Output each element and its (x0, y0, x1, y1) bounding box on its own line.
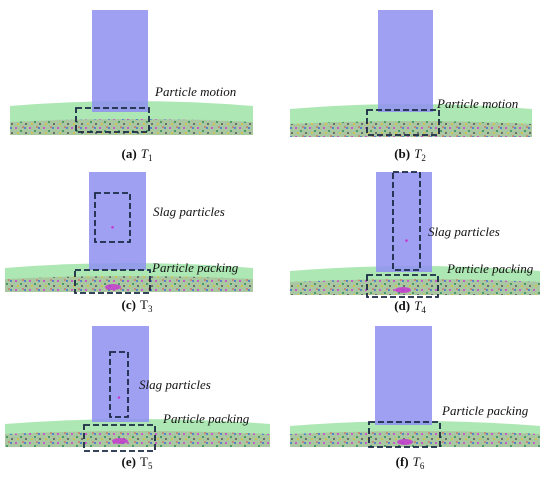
caption: (f) T6 (396, 454, 425, 471)
particle-layer (290, 431, 540, 447)
time-label: T (141, 146, 149, 161)
dashed-box (392, 171, 421, 271)
panel-label: (c) (122, 297, 136, 312)
panel: Particle motion (b) T2 (290, 10, 532, 163)
dashed-box (94, 192, 131, 243)
packed-particles (105, 284, 121, 290)
time-label: T (413, 454, 421, 469)
slag-particle (117, 396, 121, 399)
nozzle (376, 172, 432, 272)
panel: Slag particles Particle packing (d) T4 (290, 171, 540, 315)
time-label: T (140, 454, 148, 469)
particle-layer (5, 431, 270, 447)
nozzle (92, 10, 148, 112)
nozzle (378, 10, 433, 112)
panel: Particle motion (a) T1 (10, 10, 253, 163)
nozzle (375, 326, 432, 425)
time-subscript: 1 (148, 153, 153, 163)
dashed-box (83, 424, 156, 452)
packed-particles (395, 287, 411, 293)
nozzle (92, 326, 149, 422)
caption: (a) T1 (122, 146, 153, 163)
caption: (c) T3 (122, 297, 153, 314)
annotation: Slag particles (428, 224, 500, 239)
dashed-box (75, 107, 150, 133)
dashed-box (366, 109, 440, 136)
annotation: Particle motion (154, 84, 236, 99)
time-label: T (140, 297, 148, 312)
panel-label: (a) (122, 146, 137, 161)
panel-label: (b) (394, 146, 410, 161)
particle-layer (5, 276, 253, 292)
annotation: Particle packing (151, 260, 239, 275)
slag-particle (111, 226, 114, 229)
particle-layer (10, 119, 253, 135)
panel: Particle packing (f) T6 (290, 326, 540, 471)
panel-label: (e) (122, 454, 136, 469)
caption: (b) T2 (394, 146, 426, 163)
panel-label: (f) (396, 454, 409, 469)
slag-particle (405, 239, 408, 242)
time-label: T (414, 298, 422, 313)
time-subscript: 3 (148, 304, 153, 314)
annotation: Particle packing (446, 261, 534, 276)
particle-layer (290, 121, 532, 137)
packed-particles (397, 439, 413, 445)
caption: (e) T5 (122, 454, 153, 471)
panel: Slag particles Particle packing (c) T3 (5, 172, 253, 314)
dashed-box (74, 269, 151, 294)
caption: (d) T4 (394, 298, 426, 315)
time-label: T (414, 146, 422, 161)
dashed-box (109, 351, 129, 418)
time-subscript: 6 (420, 461, 425, 471)
particle-layer (290, 279, 540, 295)
time-subscript: 5 (148, 461, 153, 471)
panel: Slag particles Particle packing (e) T5 (5, 326, 270, 471)
annotation: Particle motion (436, 96, 518, 111)
annotation: Particle packing (441, 403, 529, 418)
dashed-box (366, 274, 439, 298)
time-subscript: 4 (421, 305, 426, 315)
packed-particles (112, 438, 128, 444)
time-subscript: 2 (421, 153, 426, 163)
annotation: Particle packing (162, 411, 250, 426)
annotation: Slag particles (139, 377, 211, 392)
nozzle (89, 172, 146, 270)
panel-label: (d) (394, 298, 410, 313)
dashed-box (368, 421, 441, 448)
annotation: Slag particles (153, 204, 225, 219)
